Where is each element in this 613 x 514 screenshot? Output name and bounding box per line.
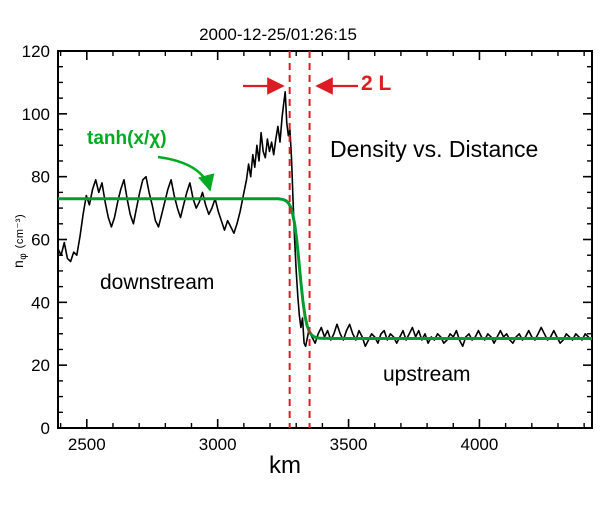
axis-box	[57, 50, 593, 429]
y-axis-label: nφ (cm⁻³)	[10, 214, 29, 268]
chart-caption: Density vs. Distance	[330, 136, 539, 162]
y-tick-label: 20	[31, 356, 50, 375]
tanh-fit-curve	[58, 197, 592, 340]
x-tick-label: 4000	[461, 435, 499, 454]
y-tick-label: 0	[41, 419, 50, 438]
density-data-curve	[57, 91, 593, 348]
y-tick-label: 80	[31, 168, 50, 187]
downstream-region-label: downstream	[100, 271, 215, 294]
upstream-region-label: upstream	[383, 363, 471, 386]
x-tick-label: 3000	[199, 435, 237, 454]
y-tick-label: 60	[31, 231, 50, 250]
y-axis-label-base: n	[10, 259, 26, 268]
fit-equation-label: tanh(x/χ)	[87, 128, 167, 149]
plot-title: 2000-12-25/01:26:15	[199, 25, 357, 44]
y-axis-label-subscript: φ	[18, 252, 29, 260]
y-tick-label: 40	[31, 293, 50, 312]
y-axis-label-unit: (cm⁻³)	[14, 213, 26, 249]
x-axis-label: km	[269, 452, 301, 479]
x-tick-label: 2500	[68, 435, 106, 454]
y-tick-label: 120	[22, 42, 50, 61]
x-tick-label: 3500	[330, 435, 368, 454]
shock-width-label: 2 L	[361, 72, 392, 95]
fit-pointer-arrow	[157, 155, 215, 192]
y-tick-label: 100	[22, 105, 50, 124]
